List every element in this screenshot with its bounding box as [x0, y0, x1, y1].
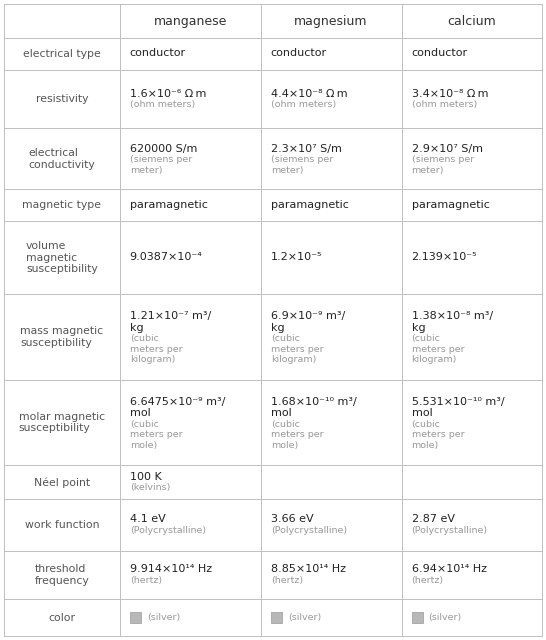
Text: mass magnetic
susceptibility: mass magnetic susceptibility [20, 326, 103, 348]
Text: 1.38×10⁻⁸ m³/
kg: 1.38×10⁻⁸ m³/ kg [412, 311, 492, 333]
Text: color: color [49, 612, 75, 623]
Text: paramagnetic: paramagnetic [129, 200, 207, 209]
Text: 1.6×10⁻⁶ Ω m: 1.6×10⁻⁶ Ω m [129, 89, 206, 99]
Text: (ohm meters): (ohm meters) [129, 100, 195, 109]
Text: (ohm meters): (ohm meters) [412, 100, 477, 109]
Text: 1.21×10⁻⁷ m³/
kg: 1.21×10⁻⁷ m³/ kg [129, 311, 211, 333]
Text: (cubic
meters per
kilogram): (cubic meters per kilogram) [271, 334, 323, 364]
Text: (siemens per
meter): (siemens per meter) [129, 155, 192, 175]
Text: (siemens per
meter): (siemens per meter) [412, 155, 474, 175]
Text: electrical
conductivity: electrical conductivity [28, 148, 95, 170]
Text: 8.85×10¹⁴ Hz: 8.85×10¹⁴ Hz [271, 564, 346, 575]
Text: threshold
frequency: threshold frequency [34, 564, 89, 586]
Text: (ohm meters): (ohm meters) [271, 100, 336, 109]
Text: magnetic type: magnetic type [22, 200, 102, 211]
Text: conductor: conductor [412, 48, 468, 58]
Text: (silver): (silver) [429, 613, 462, 622]
Text: 620000 S/m: 620000 S/m [129, 144, 197, 154]
Text: 9.914×10¹⁴ Hz: 9.914×10¹⁴ Hz [129, 564, 212, 575]
Text: resistivity: resistivity [35, 94, 88, 104]
Text: paramagnetic: paramagnetic [271, 200, 348, 209]
Text: Néel point: Néel point [34, 477, 90, 488]
Text: volume
magnetic
susceptibility: volume magnetic susceptibility [26, 241, 98, 275]
Text: molar magnetic
susceptibility: molar magnetic susceptibility [19, 412, 105, 433]
Text: 3.66 eV: 3.66 eV [271, 515, 313, 524]
Bar [271, 612, 282, 623]
Text: 1.68×10⁻¹⁰ m³/
mol: 1.68×10⁻¹⁰ m³/ mol [271, 397, 357, 419]
Text: (kelvins): (kelvins) [129, 483, 170, 492]
Text: (siemens per
meter): (siemens per meter) [271, 155, 333, 175]
Text: (cubic
meters per
kilogram): (cubic meters per kilogram) [129, 334, 182, 364]
Text: 3.4×10⁻⁸ Ω m: 3.4×10⁻⁸ Ω m [412, 89, 488, 99]
Text: 6.6475×10⁻⁹ m³/
mol: 6.6475×10⁻⁹ m³/ mol [129, 397, 225, 419]
Text: conductor: conductor [129, 48, 186, 58]
Text: 4.4×10⁻⁸ Ω m: 4.4×10⁻⁸ Ω m [271, 89, 347, 99]
Text: 9.0387×10⁻⁴: 9.0387×10⁻⁴ [129, 252, 203, 262]
Text: 1.2×10⁻⁵: 1.2×10⁻⁵ [271, 252, 322, 262]
Text: 4.1 eV: 4.1 eV [129, 515, 165, 524]
Text: (Polycrystalline): (Polycrystalline) [412, 526, 488, 535]
Text: 5.531×10⁻¹⁰ m³/
mol: 5.531×10⁻¹⁰ m³/ mol [412, 397, 504, 419]
Text: 6.94×10¹⁴ Hz: 6.94×10¹⁴ Hz [412, 564, 486, 575]
Text: 2.3×10⁷ S/m: 2.3×10⁷ S/m [271, 144, 341, 154]
Text: manganese: manganese [153, 15, 227, 28]
Text: (cubic
meters per
kilogram): (cubic meters per kilogram) [412, 334, 464, 364]
Text: (Polycrystalline): (Polycrystalline) [271, 526, 347, 535]
Text: (hertz): (hertz) [271, 576, 302, 585]
Bar [412, 612, 423, 623]
Text: (cubic
meters per
mole): (cubic meters per mole) [271, 420, 323, 449]
Text: magnesium: magnesium [294, 15, 368, 28]
Text: (cubic
meters per
mole): (cubic meters per mole) [412, 420, 464, 449]
Bar [129, 612, 141, 623]
Text: work function: work function [25, 520, 99, 530]
Text: electrical type: electrical type [23, 49, 100, 59]
Text: calcium: calcium [447, 15, 496, 28]
Text: conductor: conductor [271, 48, 327, 58]
Text: paramagnetic: paramagnetic [412, 200, 489, 209]
Text: 6.9×10⁻⁹ m³/
kg: 6.9×10⁻⁹ m³/ kg [271, 311, 345, 333]
Text: (hertz): (hertz) [129, 576, 162, 585]
Text: (hertz): (hertz) [412, 576, 444, 585]
Text: (Polycrystalline): (Polycrystalline) [129, 526, 206, 535]
Text: (silver): (silver) [147, 613, 180, 622]
Text: 2.9×10⁷ S/m: 2.9×10⁷ S/m [412, 144, 483, 154]
Text: 100 K: 100 K [129, 472, 162, 482]
Text: (cubic
meters per
mole): (cubic meters per mole) [129, 420, 182, 449]
Text: 2.87 eV: 2.87 eV [412, 515, 455, 524]
Text: 2.139×10⁻⁵: 2.139×10⁻⁵ [412, 252, 477, 262]
Text: (silver): (silver) [288, 613, 321, 622]
